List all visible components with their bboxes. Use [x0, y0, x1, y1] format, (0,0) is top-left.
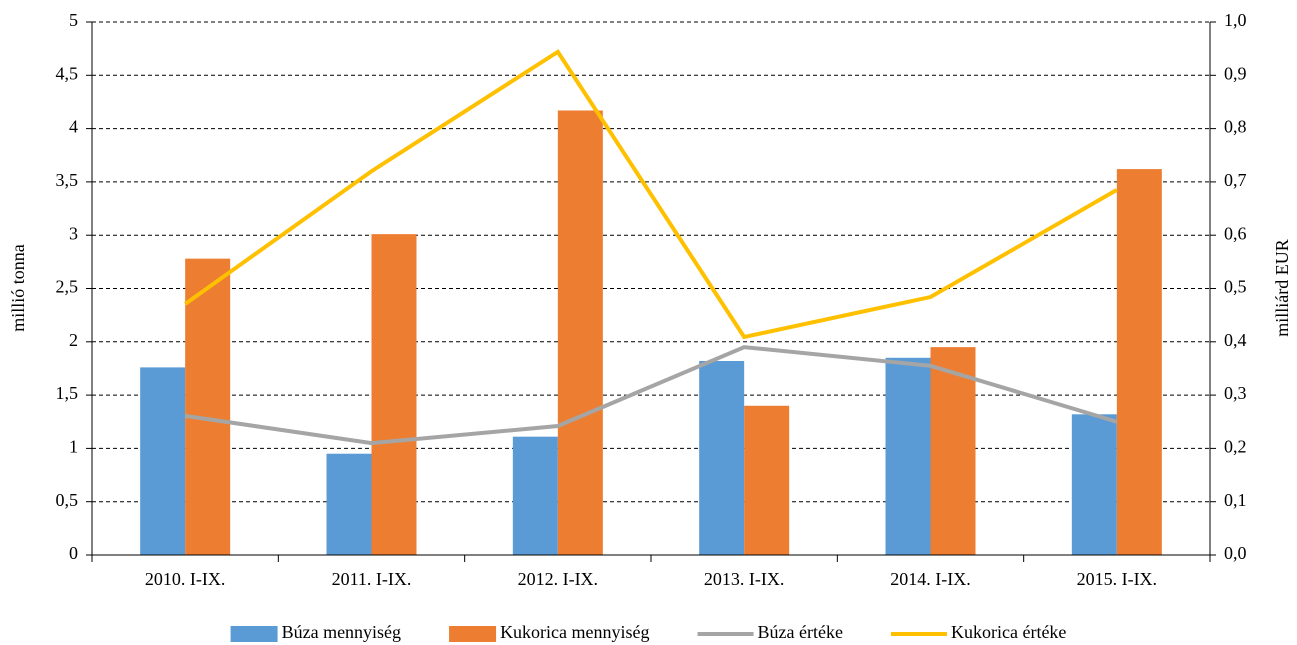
bar — [930, 347, 976, 555]
bar — [326, 453, 372, 555]
bar — [699, 360, 745, 555]
y2-tick-label: 0,1 — [1224, 490, 1247, 510]
y2-tick-label: 0,2 — [1224, 437, 1247, 457]
x-tick-label: 2011. I-IX. — [332, 569, 412, 589]
y-tick-label: 2 — [69, 330, 78, 350]
x-tick-label: 2014. I-IX. — [890, 569, 970, 589]
bar — [744, 405, 790, 555]
legend-swatch — [230, 626, 278, 642]
x-tick-label: 2012. I-IX. — [518, 569, 598, 589]
bar — [557, 110, 603, 555]
x-tick-label: 2013. I-IX. — [704, 569, 784, 589]
y-tick-label: 2,5 — [56, 277, 79, 297]
legend-label: Búza értéke — [758, 622, 843, 642]
y2-axis-label: milliárd EUR — [1272, 239, 1292, 337]
y-tick-label: 3,5 — [56, 170, 79, 190]
bar — [1071, 414, 1117, 555]
y-tick-label: 4 — [69, 117, 78, 137]
bar — [371, 234, 417, 555]
bar — [512, 436, 558, 555]
y-axis-label: millió tonna — [8, 244, 28, 332]
y2-tick-label: 0,0 — [1224, 543, 1247, 563]
bar — [885, 357, 931, 555]
y-tick-label: 1,5 — [56, 383, 79, 403]
bar — [140, 367, 186, 555]
y2-tick-label: 0,3 — [1224, 383, 1247, 403]
x-tick-label: 2010. I-IX. — [145, 569, 225, 589]
bar — [185, 258, 231, 555]
legend-swatch — [449, 626, 497, 642]
bar — [1116, 169, 1162, 555]
y2-tick-label: 0,8 — [1224, 117, 1247, 137]
y-tick-label: 5 — [69, 10, 78, 30]
y2-tick-label: 0,4 — [1224, 330, 1247, 350]
y2-tick-label: 0,6 — [1224, 223, 1247, 243]
y-tick-label: 0 — [69, 543, 78, 563]
line — [184, 49, 1118, 340]
line — [184, 345, 1118, 446]
y-tick-label: 4,5 — [56, 63, 79, 83]
legend-label: Búza mennyiség — [282, 622, 401, 642]
y2-tick-label: 0,9 — [1224, 63, 1247, 83]
y-tick-label: 3 — [69, 223, 78, 243]
legend-label: Kukorica mennyiség — [500, 622, 649, 642]
y2-tick-label: 1,0 — [1224, 10, 1247, 30]
y2-tick-label: 0,7 — [1224, 170, 1247, 190]
x-tick-label: 2015. I-IX. — [1077, 569, 1157, 589]
y-tick-label: 0,5 — [56, 490, 79, 510]
y2-tick-label: 0,5 — [1224, 277, 1247, 297]
legend-label: Kukorica értéke — [951, 622, 1066, 642]
y-tick-label: 1 — [69, 437, 78, 457]
